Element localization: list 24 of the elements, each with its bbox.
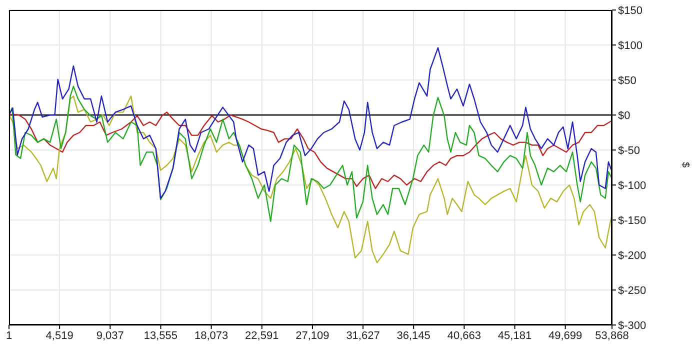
x-tick-label: 49,699 [548,330,582,342]
x-tick-label: 9,037 [96,330,124,342]
y-tick-label: $-250 [618,284,646,297]
x-tick-label: 22,591 [245,330,279,342]
y-tick-label: $50 [618,74,636,87]
x-tick-label: 36,145 [396,330,430,342]
y-tick-label: $100 [618,40,642,52]
x-tick-label: 4,519 [46,330,74,342]
x-tick-label: 1 [6,330,12,342]
y-tick-label: $-150 [618,214,646,227]
x-tick-label: 53,868 [595,330,629,342]
x-tick-label: 31,627 [346,330,380,342]
x-tick-label: 45,181 [498,330,532,342]
y-axis-title: $ [679,162,690,168]
y-tick-label: $-100 [618,180,646,192]
x-tick-label: 40,663 [447,330,482,342]
y-tick-label: $0 [618,110,630,122]
x-tick-label: 18,073 [194,330,228,342]
x-tick-label: 27,109 [296,330,330,342]
y-tick-label: $-200 [618,250,646,262]
y-tick-label: $-50 [618,144,640,157]
y-tick-label: $150 [618,4,642,17]
x-tick-label: 13,555 [144,330,178,342]
y-tick-label: $-300 [618,320,646,332]
